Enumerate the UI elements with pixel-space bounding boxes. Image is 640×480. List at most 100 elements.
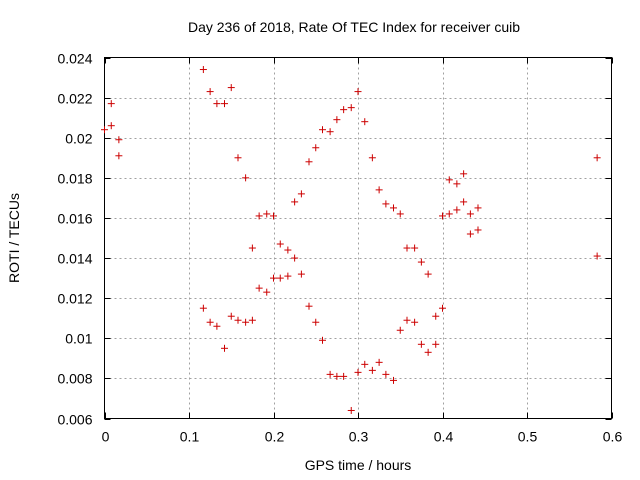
data-point xyxy=(389,204,397,212)
data-point xyxy=(115,152,123,160)
data-point xyxy=(453,206,461,214)
data-point xyxy=(276,274,284,282)
data-point xyxy=(368,154,376,162)
y-tick-label: 0.01 xyxy=(65,331,92,347)
data-point xyxy=(255,284,263,292)
data-point xyxy=(474,226,482,234)
y-tick-label: 0.022 xyxy=(57,91,92,107)
data-point xyxy=(354,368,362,376)
data-point xyxy=(297,270,305,278)
data-point xyxy=(234,154,242,162)
data-point xyxy=(375,186,383,194)
data-point xyxy=(347,406,355,414)
data-point xyxy=(347,104,355,112)
data-point xyxy=(199,66,207,74)
data-point xyxy=(382,200,390,208)
data-point xyxy=(403,244,411,252)
data-point xyxy=(270,274,277,282)
x-tick-label: 0.1 xyxy=(180,429,200,445)
x-tick-label: 0.5 xyxy=(518,429,538,445)
data-point xyxy=(234,316,242,324)
data-point xyxy=(319,126,327,134)
data-point xyxy=(115,136,123,144)
data-point xyxy=(213,100,221,108)
data-point xyxy=(220,100,228,108)
data-point xyxy=(297,190,305,198)
data-point xyxy=(466,230,474,238)
data-point xyxy=(340,106,348,114)
grid-lines xyxy=(104,57,612,419)
data-point xyxy=(460,198,468,206)
data-point xyxy=(107,122,115,130)
data-point xyxy=(411,318,419,326)
y-tick-label: 0.006 xyxy=(57,412,92,428)
y-tick-label: 0.012 xyxy=(57,291,92,307)
data-point xyxy=(248,316,256,324)
data-point xyxy=(263,210,271,218)
x-axis-title: GPS time / hours xyxy=(305,457,412,473)
data-points xyxy=(101,66,601,414)
data-point xyxy=(354,88,362,96)
data-point xyxy=(432,340,440,348)
data-point xyxy=(242,318,250,326)
data-point xyxy=(206,88,214,96)
data-point xyxy=(206,318,214,326)
data-point xyxy=(368,366,376,374)
data-point xyxy=(417,340,425,348)
y-tick-label: 0.008 xyxy=(57,371,92,387)
y-tick-label: 0.024 xyxy=(57,51,92,67)
data-point xyxy=(439,304,446,312)
data-point xyxy=(361,360,369,368)
data-point xyxy=(213,322,221,330)
data-point xyxy=(255,212,263,220)
data-point xyxy=(389,376,397,384)
data-point xyxy=(340,372,348,380)
data-point xyxy=(396,326,404,334)
data-point xyxy=(319,336,327,344)
data-point xyxy=(101,126,108,134)
data-point xyxy=(424,270,432,278)
y-tick-label: 0.02 xyxy=(65,131,92,147)
data-point xyxy=(276,240,284,248)
data-point xyxy=(270,212,277,220)
x-tick-label: 0.4 xyxy=(434,429,454,445)
data-point xyxy=(248,244,256,252)
x-tick-label: 0.3 xyxy=(349,429,369,445)
data-point xyxy=(220,344,228,352)
data-point xyxy=(326,370,334,378)
data-point xyxy=(417,258,425,266)
x-tick-label: 0.2 xyxy=(265,429,285,445)
chart-title: Day 236 of 2018, Rate Of TEC Index for r… xyxy=(188,19,520,35)
x-tick-label: 0 xyxy=(102,429,110,445)
data-point xyxy=(333,116,341,124)
data-point xyxy=(453,180,461,188)
x-tick-label: 0.6 xyxy=(603,429,623,445)
data-point xyxy=(403,316,411,324)
data-point xyxy=(593,252,601,260)
y-tick-label: 0.014 xyxy=(57,251,92,267)
y-axis-title: ROTI / TECUs xyxy=(6,193,22,283)
data-point xyxy=(305,158,313,166)
data-point xyxy=(284,272,292,280)
data-point xyxy=(333,372,341,380)
data-point xyxy=(305,302,313,310)
y-tick-label: 0.016 xyxy=(57,211,92,227)
data-point xyxy=(445,210,453,218)
data-point xyxy=(361,118,369,126)
data-point xyxy=(291,254,299,262)
y-tick-label: 0.018 xyxy=(57,171,92,187)
data-point xyxy=(375,358,383,366)
data-point xyxy=(593,154,601,162)
data-point xyxy=(312,144,320,152)
data-point xyxy=(227,84,235,92)
data-point xyxy=(326,128,334,136)
data-point xyxy=(284,246,292,254)
data-point xyxy=(396,210,404,218)
data-point xyxy=(312,318,320,326)
data-point xyxy=(445,176,453,184)
data-point xyxy=(242,174,250,182)
data-point xyxy=(474,204,482,212)
data-point xyxy=(199,304,207,312)
data-point xyxy=(460,170,468,178)
